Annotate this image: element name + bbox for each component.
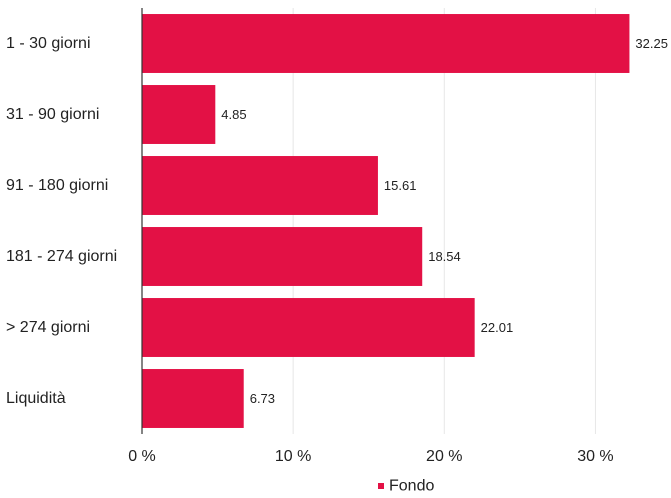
value-labels: 32.25 4.85 15.61 18.54 22.01 6.73 xyxy=(221,36,668,406)
value-label: 22.01 xyxy=(481,320,514,335)
bar xyxy=(142,227,423,286)
bar xyxy=(142,369,244,428)
x-tick-label: 20 % xyxy=(426,448,462,465)
value-label: 18.54 xyxy=(428,249,461,264)
category-labels: 1 - 30 giorni 31 - 90 giorni 91 - 180 gior… xyxy=(6,35,117,407)
legend-swatch xyxy=(378,483,384,489)
category-label: > 274 giorni xyxy=(6,319,90,336)
bar xyxy=(142,85,216,144)
bar xyxy=(142,14,630,73)
category-label: Liquidità xyxy=(6,390,66,407)
category-label: 31 - 90 giorni xyxy=(6,106,99,123)
bars xyxy=(142,14,630,428)
grid-lines xyxy=(292,8,596,434)
category-label: 181 - 274 giorni xyxy=(6,248,117,265)
value-label: 15.61 xyxy=(384,178,417,193)
bar xyxy=(142,298,475,357)
legend-label-fondo: Fondo xyxy=(389,478,434,495)
category-label: 1 - 30 giorni xyxy=(6,35,91,52)
x-tick-labels: 0 % 10 % 20 % 30 % xyxy=(128,448,613,465)
value-label: 4.85 xyxy=(221,107,246,122)
legend: Fondo xyxy=(378,478,434,495)
category-label: 91 - 180 giorni xyxy=(6,177,108,194)
value-label: 32.25 xyxy=(635,36,668,51)
value-label: 6.73 xyxy=(250,391,275,406)
x-tick-label: 30 % xyxy=(577,448,613,465)
bar xyxy=(142,156,378,215)
x-tick-label: 0 % xyxy=(128,448,156,465)
x-tick-label: 10 % xyxy=(275,448,311,465)
